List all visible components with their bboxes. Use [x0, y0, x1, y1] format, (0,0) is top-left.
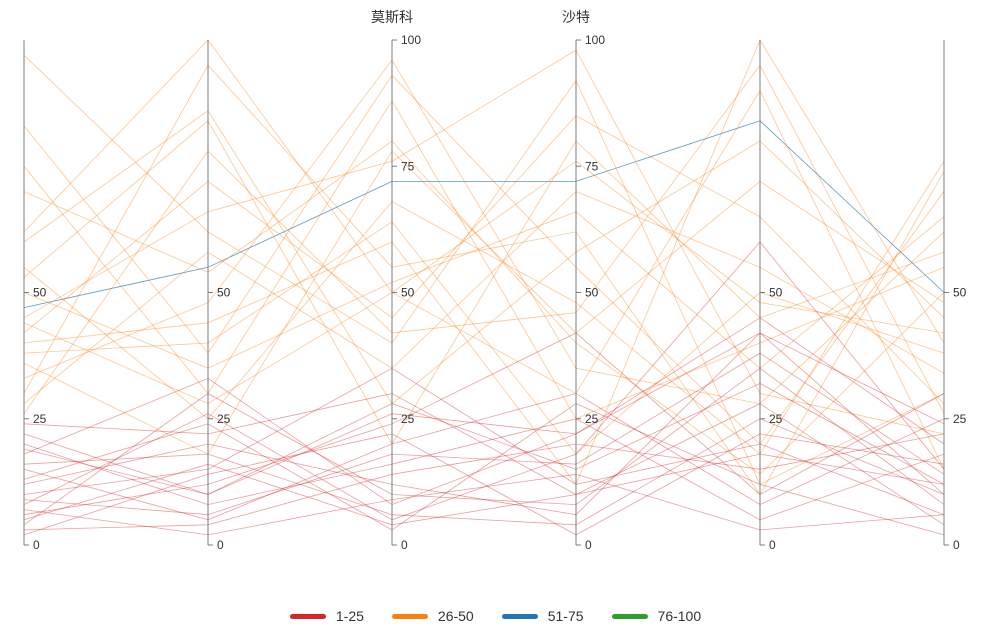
tick-label: 25	[33, 412, 47, 426]
axis-title: 沙特	[562, 9, 590, 25]
series-line-1[interactable]	[23, 54, 945, 485]
legend-item-26-50[interactable]: 26-50	[391, 608, 474, 624]
legend: 1-25 26-50 51-75 76-100	[0, 604, 991, 628]
series-lines	[23, 39, 945, 536]
tick-label: 100	[585, 33, 605, 47]
series-line-28[interactable]	[23, 418, 945, 521]
tick-label: 100	[401, 33, 421, 47]
series-line-19[interactable]	[23, 160, 945, 405]
series-line-5[interactable]	[23, 49, 945, 435]
series-line-22[interactable]	[23, 393, 945, 521]
series-line-34[interactable]	[23, 433, 945, 536]
parallel-coordinates-chart: 0 25 50 0 25 50 0 25 50 75 100 莫斯科 0 25 50 75 100 沙特 0 25 50…	[23, 9, 967, 552]
series-line-26[interactable]	[23, 332, 945, 516]
legend-label: 26-50	[437, 608, 474, 624]
legend-item-76-100[interactable]: 76-100	[611, 608, 702, 624]
tick-label: 25	[585, 412, 599, 426]
tick-label: 0	[769, 538, 776, 552]
tick-label: 0	[953, 538, 960, 552]
series-line-17[interactable]	[23, 64, 945, 414]
series-line-14[interactable]	[23, 110, 945, 405]
tick-label: 50	[33, 286, 47, 300]
series-line-29[interactable]	[23, 393, 945, 526]
tick-label: 50	[769, 286, 783, 300]
legend-label: 1-25	[335, 608, 364, 624]
series-line-31[interactable]	[23, 418, 945, 526]
series-line-0[interactable]	[23, 120, 945, 308]
series-line-9[interactable]	[23, 191, 945, 404]
series-line-23[interactable]	[23, 332, 945, 516]
series-line-24[interactable]	[23, 367, 945, 516]
legend-swatch	[289, 613, 326, 619]
tick-label: 25	[953, 412, 967, 426]
legend-swatch	[391, 613, 428, 619]
tick-label: 25	[217, 412, 231, 426]
series-line-6[interactable]	[23, 39, 945, 486]
tick-label: 75	[401, 159, 415, 173]
series-line-27[interactable]	[23, 367, 945, 526]
series-line-21[interactable]	[23, 317, 945, 506]
tick-label: 0	[217, 538, 224, 552]
legend-item-1-25[interactable]: 1-25	[289, 608, 364, 624]
series-line-33[interactable]	[23, 403, 945, 536]
series-line-37[interactable]	[23, 453, 945, 526]
tick-label: 25	[769, 412, 783, 426]
series-line-32[interactable]	[23, 352, 945, 516]
series-line-16[interactable]	[23, 211, 945, 369]
legend-label: 76-100	[657, 608, 702, 624]
series-line-15[interactable]	[23, 221, 945, 455]
series-line-18[interactable]	[23, 140, 945, 475]
axes: 0 25 50 0 25 50 0 25 50 75 100 莫斯科 0 25 50 75 100 沙特 0 25 50…	[23, 9, 967, 552]
series-line-25[interactable]	[23, 241, 945, 521]
axis-3[interactable]: 0 25 50 75 100 沙特	[562, 9, 605, 552]
series-line-7[interactable]	[23, 150, 945, 455]
axis-4[interactable]: 0 25 50	[759, 40, 783, 552]
axis-2[interactable]: 0 25 50 75 100 莫斯科	[371, 9, 421, 552]
series-line-13[interactable]	[23, 59, 945, 405]
series-line-36[interactable]	[23, 332, 945, 495]
legend-swatch	[501, 613, 538, 619]
tick-label: 75	[585, 159, 599, 173]
tick-label: 50	[585, 286, 599, 300]
series-line-8[interactable]	[23, 64, 945, 496]
tick-label: 0	[33, 538, 40, 552]
series-line-11[interactable]	[23, 160, 945, 455]
axis-title: 莫斯科	[371, 9, 413, 25]
series-line-10[interactable]	[23, 99, 945, 420]
series-line-20[interactable]	[23, 382, 945, 495]
tick-label: 0	[401, 538, 408, 552]
tick-label: 50	[953, 286, 967, 300]
series-line-30[interactable]	[23, 433, 945, 531]
legend-label: 51-75	[547, 608, 584, 624]
legend-item-51-75[interactable]: 51-75	[501, 608, 584, 624]
axis-1[interactable]: 0 25 50	[207, 40, 231, 552]
series-line-2[interactable]	[23, 74, 945, 445]
tick-label: 50	[401, 286, 415, 300]
axis-0[interactable]: 0 25 50	[23, 40, 47, 552]
series-line-3[interactable]	[23, 39, 945, 470]
tick-label: 25	[401, 412, 415, 426]
axis-5[interactable]: 0 25 50	[943, 40, 967, 552]
tick-label: 50	[217, 286, 231, 300]
series-line-4[interactable]	[23, 120, 945, 445]
series-line-12[interactable]	[23, 115, 945, 404]
legend-swatch	[611, 613, 648, 619]
tick-label: 0	[585, 538, 592, 552]
series-line-35[interactable]	[23, 473, 945, 536]
